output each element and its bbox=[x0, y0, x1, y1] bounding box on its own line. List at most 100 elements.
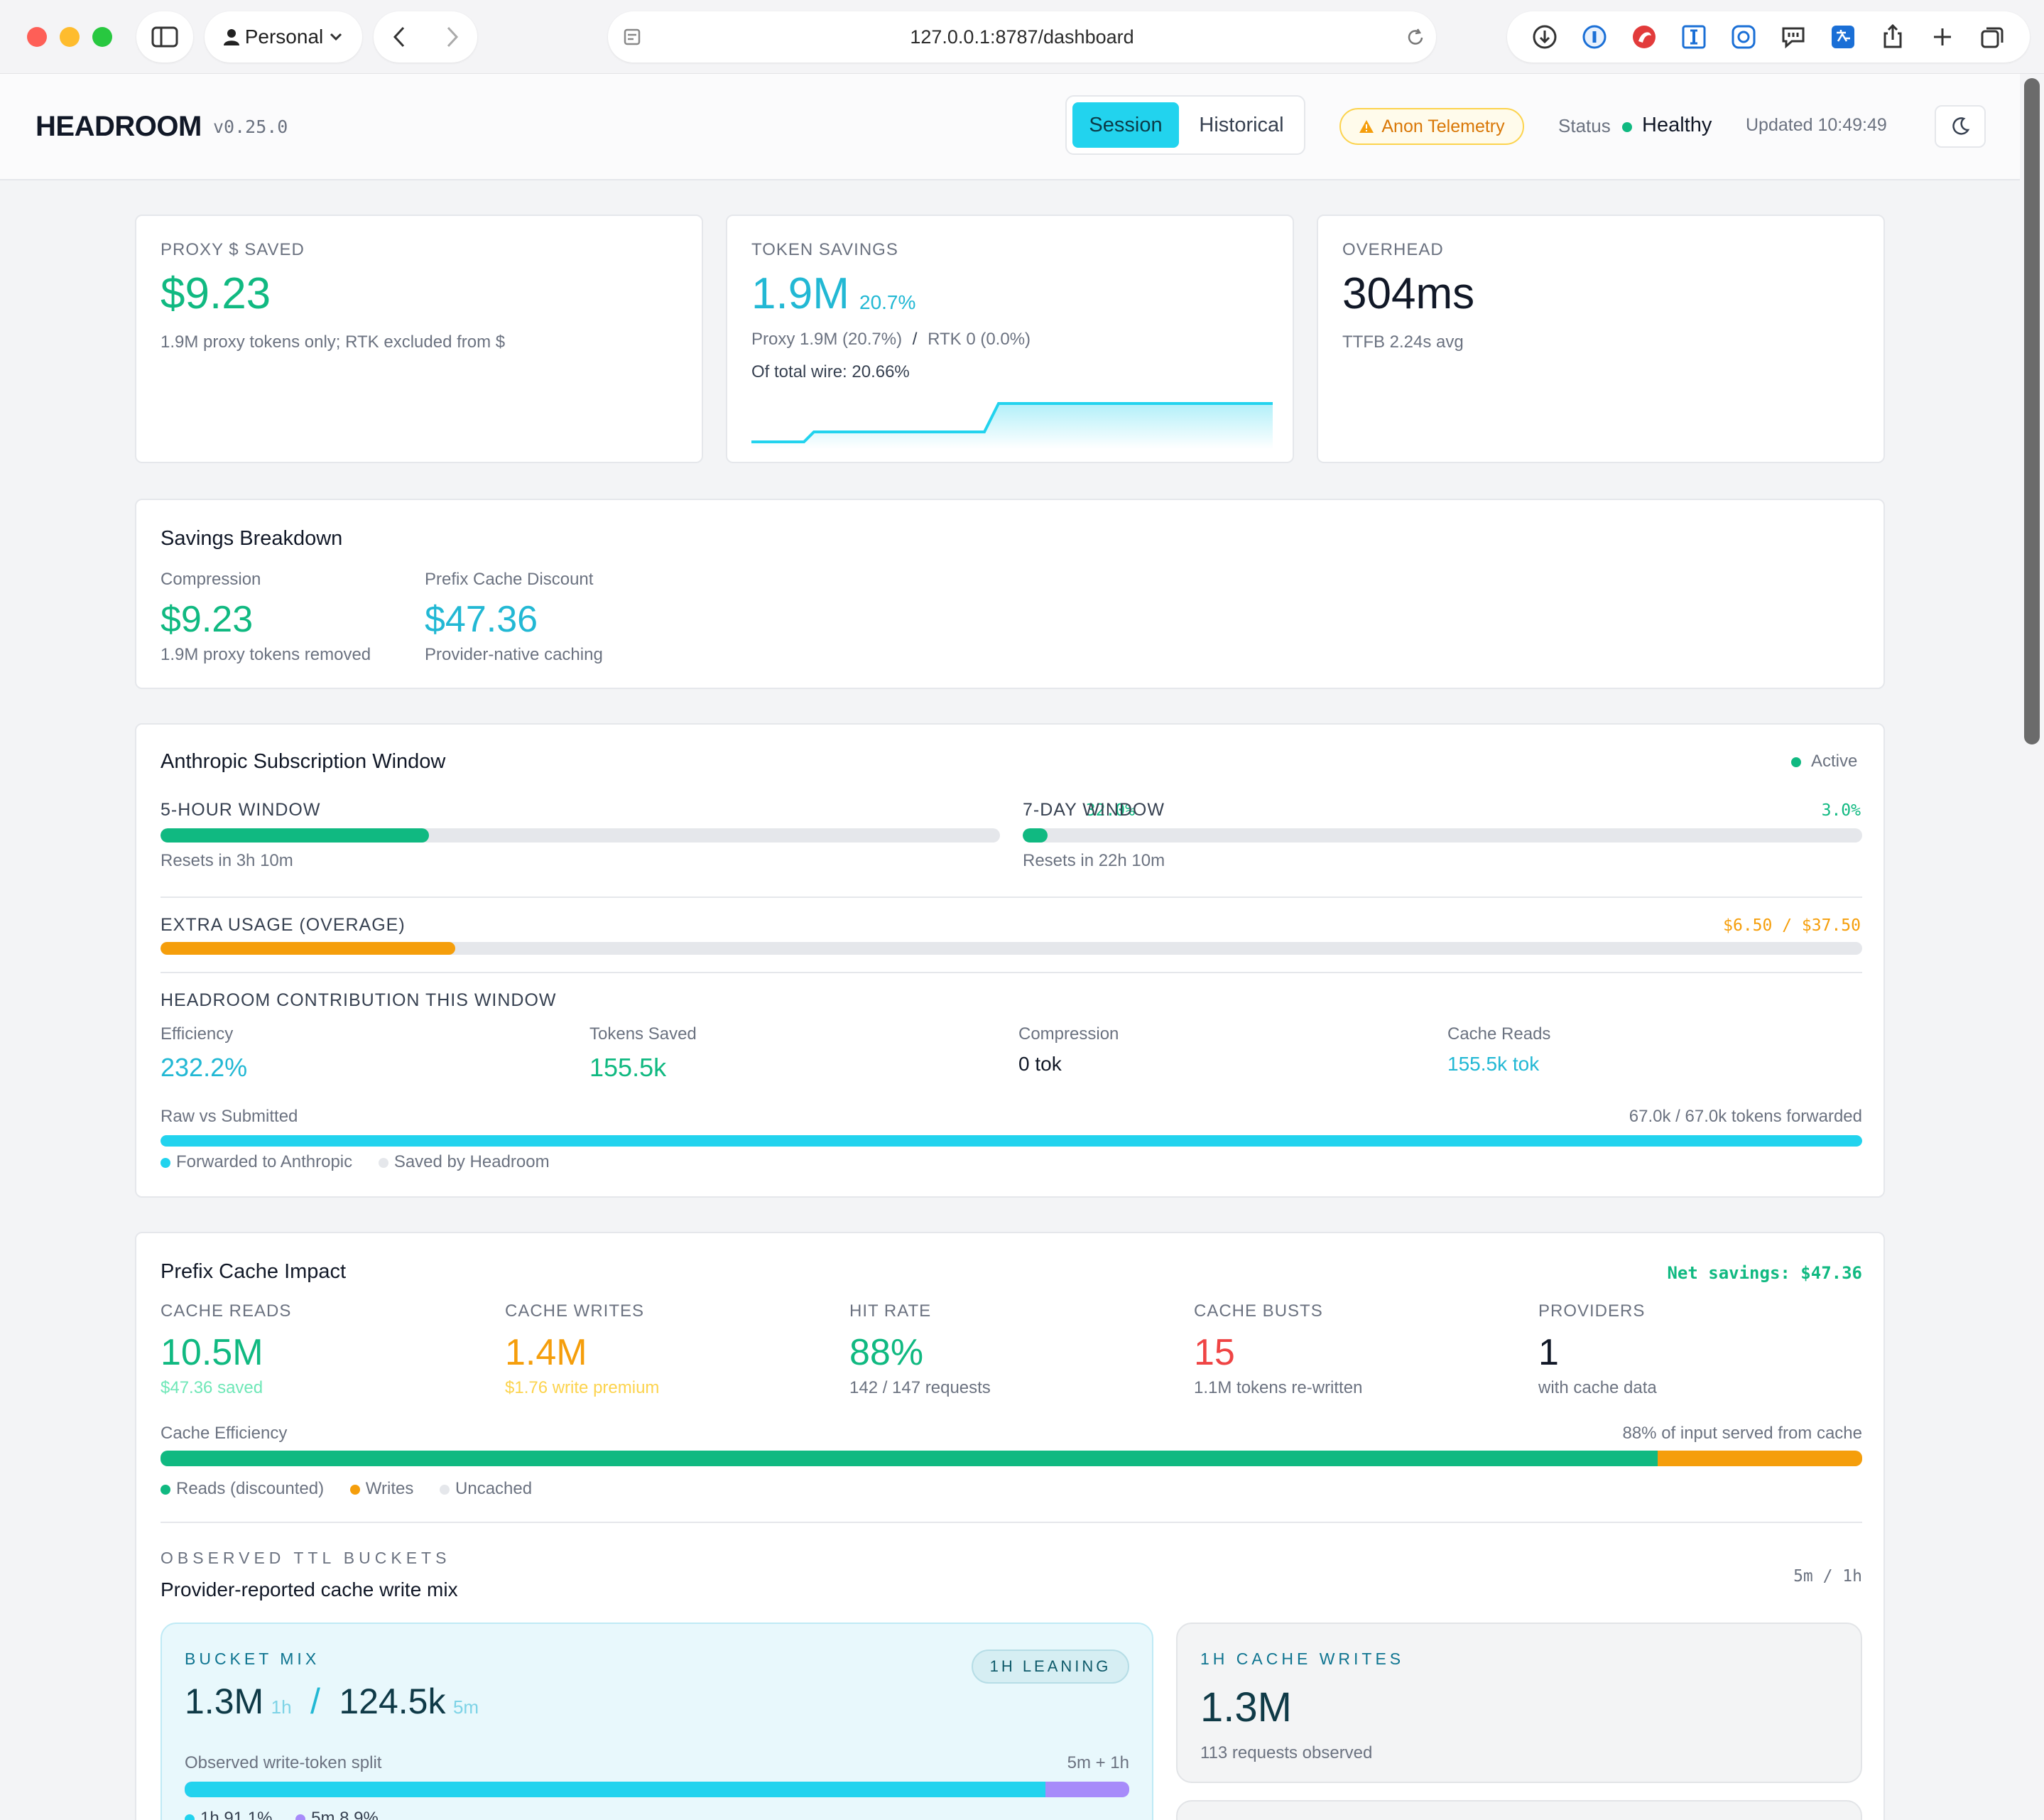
proxy-saved-note: 1.9M proxy tokens only; RTK excluded fro… bbox=[161, 332, 506, 352]
overhead-value: 304ms bbox=[1342, 269, 1475, 318]
extensions-toolbar bbox=[1507, 11, 2030, 63]
divider bbox=[161, 1522, 1862, 1523]
share-icon[interactable] bbox=[1874, 18, 1911, 55]
bucket-separator: / bbox=[310, 1681, 320, 1721]
raw-vs-submitted-bar bbox=[161, 1135, 1862, 1147]
bucket-mix-panel: BUCKET MIX 1H LEANING 1.3M 1h / 124.5k 5… bbox=[161, 1623, 1153, 1820]
prefix-discount-label: Prefix Cache Discount bbox=[425, 570, 594, 589]
close-window-button[interactable] bbox=[27, 27, 47, 47]
extra-usage-bar-fill bbox=[161, 942, 455, 955]
warning-icon bbox=[1359, 120, 1374, 133]
theme-toggle-button[interactable] bbox=[1935, 105, 1986, 148]
uncached-legend-dot bbox=[440, 1484, 450, 1495]
cache-efficiency-summary: 88% of input served from cache bbox=[1622, 1424, 1862, 1443]
forwarded-legend-dot bbox=[161, 1157, 170, 1168]
cache-efficiency-legend: Reads (discounted) Writes Uncached bbox=[161, 1479, 532, 1499]
tokens-saved-value: 155.5k bbox=[589, 1053, 667, 1082]
cache-busts-stat-value: 15 bbox=[1194, 1332, 1235, 1373]
tab-historical[interactable]: Historical bbox=[1199, 113, 1284, 136]
tokens-saved-label: Tokens Saved bbox=[589, 1024, 697, 1044]
five-hour-bar bbox=[161, 828, 1000, 843]
downloads-icon[interactable] bbox=[1526, 18, 1563, 55]
app-header: HEADROOM v0.25.0 Session Historical Anon… bbox=[0, 74, 2020, 180]
extra-usage-label: EXTRA USAGE (OVERAGE) bbox=[161, 915, 406, 935]
cache-writes-segment bbox=[1658, 1451, 1862, 1466]
password-manager-icon[interactable] bbox=[1576, 18, 1613, 55]
five-min-legend-label: 5m 8.9% bbox=[311, 1809, 379, 1820]
savings-separator: / bbox=[912, 330, 918, 349]
providers-stat-value: 1 bbox=[1538, 1332, 1559, 1373]
tab-overview-icon[interactable] bbox=[1974, 18, 2011, 55]
raw-vs-submitted-label: Raw vs Submitted bbox=[161, 1107, 298, 1126]
reload-icon[interactable] bbox=[1405, 27, 1426, 48]
proxy-saved-label: PROXY $ SAVED bbox=[161, 240, 305, 259]
nav-buttons bbox=[374, 11, 477, 63]
tab-session[interactable]: Session bbox=[1072, 102, 1179, 148]
cache-busts-stat-label: CACHE BUSTS bbox=[1194, 1301, 1323, 1321]
prefix-cache-card: Prefix Cache Impact Net savings: $47.36 … bbox=[135, 1232, 1885, 1820]
one-hour-writes-panel: 1H CACHE WRITES 1.3M 113 requests observ… bbox=[1176, 1623, 1862, 1783]
token-savings-card: TOKEN SAVINGS 1.9M 20.7% Proxy 1.9M (20.… bbox=[726, 215, 1294, 463]
one-hour-legend-dot bbox=[185, 1814, 195, 1820]
prefix-discount-note: Provider-native caching bbox=[425, 645, 603, 664]
five-hour-bar-fill bbox=[161, 828, 429, 843]
cache-reads-value: 155.5k tok bbox=[1447, 1053, 1540, 1075]
new-tab-icon[interactable] bbox=[1924, 18, 1961, 55]
sidebar-toggle-button[interactable] bbox=[136, 11, 193, 63]
seven-day-resets: Resets in 22h 10m bbox=[1023, 851, 1165, 870]
minimize-window-button[interactable] bbox=[60, 27, 80, 47]
translator-app-icon[interactable] bbox=[1825, 18, 1861, 55]
scrollbar-thumb[interactable] bbox=[2024, 78, 2040, 744]
active-dot bbox=[1791, 757, 1801, 767]
forward-icon[interactable] bbox=[444, 26, 460, 48]
profile-button[interactable]: Personal bbox=[205, 11, 362, 63]
net-savings: Net savings: $47.36 bbox=[1667, 1263, 1862, 1283]
cache-writes-stat-label: CACHE WRITES bbox=[505, 1301, 645, 1321]
split-scale: 5m + 1h bbox=[1067, 1753, 1129, 1772]
reads-legend-label: Reads (discounted) bbox=[176, 1479, 325, 1498]
zoom-window-button[interactable] bbox=[92, 27, 112, 47]
hit-rate-stat-note: 142 / 147 requests bbox=[849, 1378, 991, 1397]
split-label: Observed write-token split bbox=[185, 1753, 382, 1772]
url-text: 127.0.0.1:8787/dashboard bbox=[910, 26, 1134, 48]
five-hour-label: 5-HOUR WINDOW bbox=[161, 800, 321, 820]
next-ttl-panel bbox=[1176, 1800, 1862, 1820]
writes-legend-dot bbox=[349, 1484, 360, 1495]
seven-day-percent: 3.0% bbox=[1821, 801, 1861, 820]
person-icon bbox=[223, 29, 239, 45]
bird-extension-icon[interactable] bbox=[1626, 18, 1663, 55]
overhead-card: OVERHEAD 304ms TTFB 2.24s avg bbox=[1317, 215, 1885, 463]
token-savings-value: 1.9M bbox=[751, 269, 849, 318]
five-min-legend-dot bbox=[295, 1814, 306, 1820]
five-hour-resets: Resets in 3h 10m bbox=[161, 851, 293, 870]
proxy-saved-value: $9.23 bbox=[161, 269, 271, 318]
extra-usage-bar bbox=[161, 942, 1862, 955]
cache-reads-segment bbox=[161, 1451, 1658, 1466]
one-hour-split-fill bbox=[185, 1782, 1045, 1797]
total-wire-text: Of total wire: 20.66% bbox=[751, 362, 910, 381]
back-icon[interactable] bbox=[392, 26, 408, 48]
translate-extension-icon[interactable] bbox=[1725, 18, 1762, 55]
contribution-compression-value: 0 tok bbox=[1018, 1053, 1062, 1075]
raw-vs-submitted-legend: Forwarded to Anthropic Saved by Headroom bbox=[161, 1152, 550, 1172]
cache-efficiency-label: Cache Efficiency bbox=[161, 1424, 288, 1443]
one-hour-unit: 1h bbox=[271, 1696, 292, 1718]
one-hour-legend-label: 1h 91.1% bbox=[200, 1809, 273, 1820]
seven-day-bar bbox=[1023, 828, 1862, 843]
brand-title: HEADROOM bbox=[36, 111, 202, 142]
chat-extension-icon[interactable] bbox=[1775, 18, 1812, 55]
rtk-savings-text: RTK 0 (0.0%) bbox=[928, 330, 1031, 349]
instapaper-icon[interactable] bbox=[1675, 18, 1712, 55]
seven-day-bar-fill bbox=[1023, 828, 1048, 843]
efficiency-value: 232.2% bbox=[161, 1053, 248, 1082]
telemetry-badge[interactable]: Anon Telemetry bbox=[1339, 108, 1524, 145]
one-hour-writes-label: 1H CACHE WRITES bbox=[1200, 1650, 1405, 1668]
page-menu-icon[interactable] bbox=[622, 27, 643, 48]
saved-legend-label: Saved by Headroom bbox=[393, 1152, 550, 1171]
bucket-mix-values: 1.3M 1h / 124.5k 5m bbox=[185, 1681, 479, 1722]
divider bbox=[161, 972, 1862, 973]
divider bbox=[161, 897, 1862, 898]
forwarded-legend-label: Forwarded to Anthropic bbox=[176, 1152, 353, 1171]
savings-breakdown-card: Savings Breakdown Compression $9.23 1.9M… bbox=[135, 499, 1885, 689]
address-bar[interactable]: 127.0.0.1:8787/dashboard bbox=[608, 11, 1436, 63]
